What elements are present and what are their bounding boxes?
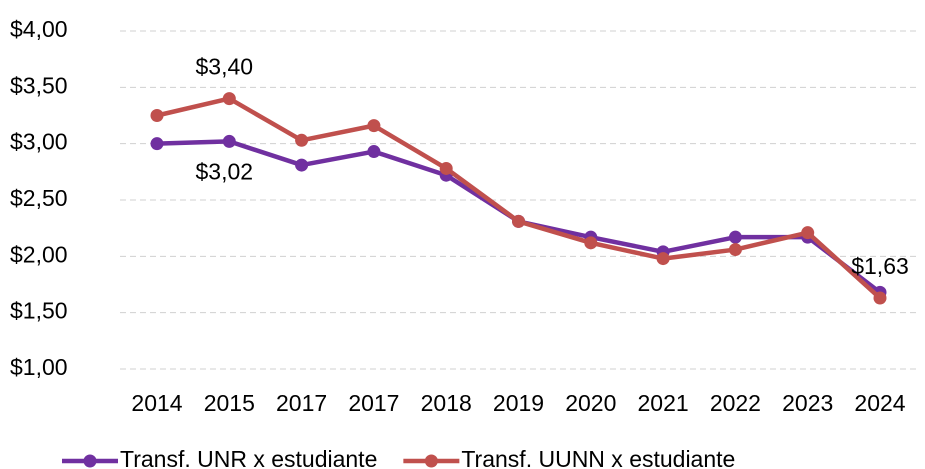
data-label: $3,02 bbox=[196, 158, 254, 184]
x-tick-label: 2015 bbox=[204, 390, 255, 416]
y-tick-label: $4,00 bbox=[10, 16, 68, 42]
legend-label: Transf. UUNN x estudiante bbox=[461, 446, 735, 469]
x-tick-label: 2020 bbox=[565, 390, 616, 416]
x-tick-label: 2017 bbox=[276, 390, 327, 416]
legend-marker bbox=[424, 454, 438, 468]
data-point bbox=[150, 109, 164, 122]
data-point bbox=[367, 119, 381, 133]
x-tick-label: 2017 bbox=[348, 390, 399, 416]
x-tick-label: 2018 bbox=[421, 390, 472, 416]
x-tick-label: 2021 bbox=[638, 390, 689, 416]
data-point bbox=[295, 133, 309, 147]
data-point bbox=[656, 252, 670, 266]
x-tick-label: 2023 bbox=[782, 390, 833, 416]
data-point bbox=[367, 145, 381, 159]
data-point bbox=[222, 134, 236, 148]
legend-marker bbox=[83, 454, 97, 468]
data-point bbox=[222, 92, 236, 106]
y-tick-label: $2,50 bbox=[10, 185, 68, 211]
x-tick-label: 2024 bbox=[854, 390, 905, 416]
data-point bbox=[150, 137, 164, 151]
data-point bbox=[873, 291, 887, 305]
y-tick-label: $3,00 bbox=[10, 129, 68, 155]
data-point bbox=[584, 236, 598, 250]
y-tick-label: $3,50 bbox=[10, 72, 68, 98]
x-tick-label: 2014 bbox=[131, 390, 182, 416]
series-line bbox=[156, 96, 882, 300]
x-tick-label: 2022 bbox=[710, 390, 761, 416]
data-point bbox=[512, 214, 525, 228]
y-tick-label: $2,00 bbox=[10, 241, 68, 267]
data-label: $1,63 bbox=[851, 253, 909, 279]
data-point bbox=[801, 226, 815, 240]
x-tick-label: 2019 bbox=[493, 390, 544, 416]
legend-label: Transf. UNR x estudiante bbox=[120, 446, 377, 469]
data-point bbox=[728, 243, 742, 257]
y-tick-label: $1,00 bbox=[10, 354, 68, 380]
data-point bbox=[439, 161, 453, 175]
data-label: $3,40 bbox=[196, 54, 254, 80]
data-point bbox=[728, 230, 742, 244]
data-point bbox=[295, 158, 309, 172]
y-tick-label: $1,50 bbox=[10, 298, 68, 324]
